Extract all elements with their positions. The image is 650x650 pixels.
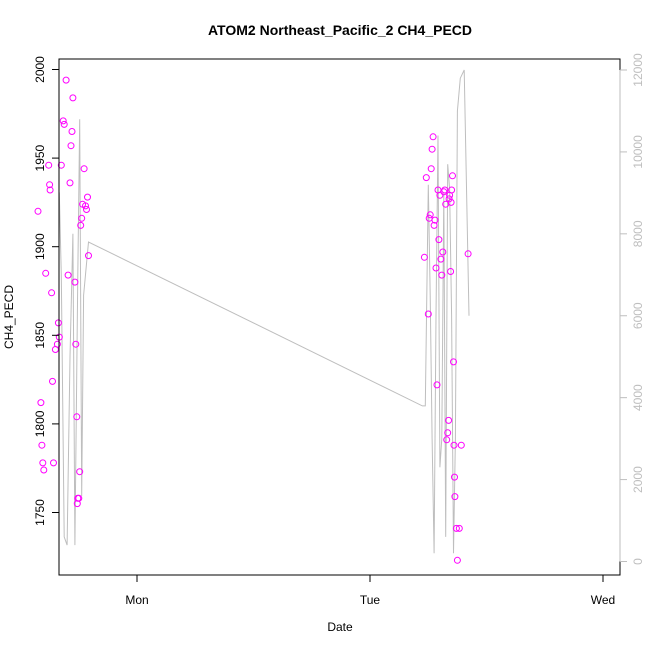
data-point-39 — [85, 252, 92, 260]
y-tick-label-1900: 1900 — [33, 233, 47, 260]
data-point-10 — [49, 377, 56, 385]
data-point-0 — [34, 207, 42, 215]
data-point-56 — [438, 271, 446, 279]
data-point-57 — [439, 248, 447, 256]
data-point-38 — [84, 193, 91, 201]
data-point-73 — [451, 493, 459, 501]
data-point-36 — [82, 202, 89, 210]
data-point-53 — [435, 236, 443, 244]
x-axis-label: Date — [327, 620, 353, 634]
data-point-30 — [75, 494, 83, 502]
data-point-44 — [426, 211, 434, 219]
data-point-6 — [45, 161, 53, 169]
data-point-69 — [449, 172, 456, 180]
data-point-63 — [445, 416, 453, 424]
x-axis: Mon Tue Wed — [125, 574, 615, 607]
data-point-71 — [450, 441, 458, 449]
x-tick-label-mon: Mon — [125, 593, 148, 607]
data-point-35 — [80, 165, 88, 173]
data-point-67 — [447, 198, 455, 206]
data-point-16 — [57, 161, 65, 169]
data-point-1 — [37, 399, 45, 407]
data-point-33 — [78, 214, 86, 222]
data-point-23 — [68, 128, 76, 135]
data-point-45 — [427, 165, 435, 173]
data-point-40 — [420, 253, 428, 261]
data-point-61 — [443, 436, 451, 444]
data-point-74 — [452, 524, 460, 532]
data-point-26 — [72, 340, 80, 348]
data-point-49 — [431, 216, 439, 224]
y-axis: 1750 1800 1850 1900 1950 2000 — [33, 56, 60, 526]
data-point-37 — [83, 206, 90, 213]
scatter-points-layer — [34, 76, 472, 564]
x-tick-label-wed: Wed — [591, 593, 615, 607]
data-point-27 — [73, 413, 81, 421]
data-point-4 — [40, 466, 48, 474]
plot-frame — [58, 58, 621, 576]
data-point-25 — [71, 278, 79, 286]
data-point-41 — [422, 174, 430, 182]
data-point-19 — [62, 76, 70, 84]
data-point-3 — [39, 459, 47, 467]
y2-tick-label-0: 0 — [631, 558, 645, 565]
data-point-32 — [77, 221, 85, 229]
y2-tick-label-10000: 10000 — [631, 135, 645, 169]
data-point-77 — [457, 441, 465, 449]
y-tick-label-2000: 2000 — [33, 56, 47, 83]
data-point-8 — [46, 186, 54, 194]
y-tick-label-1950: 1950 — [33, 144, 47, 171]
data-point-9 — [48, 289, 56, 297]
data-point-22 — [67, 142, 75, 150]
data-point-76 — [455, 524, 463, 532]
data-point-55 — [437, 255, 445, 263]
data-point-54 — [436, 191, 444, 199]
data-point-17 — [59, 117, 67, 125]
data-point-59 — [441, 186, 449, 194]
data-point-42 — [424, 310, 432, 318]
y2-tick-label-2000: 2000 — [631, 466, 645, 493]
data-point-7 — [46, 181, 54, 189]
data-point-64 — [445, 195, 453, 203]
data-point-46 — [428, 145, 436, 153]
y2-tick-label-12000: 12000 — [631, 53, 645, 87]
data-point-48 — [430, 221, 438, 229]
y2-tick-label-8000: 8000 — [631, 220, 645, 247]
data-point-78 — [464, 250, 472, 258]
data-point-2 — [38, 441, 46, 449]
y-axis-label: CH4_PECD — [2, 285, 16, 349]
y2-tick-label-6000: 6000 — [631, 302, 645, 329]
y-tick-label-1800: 1800 — [33, 410, 47, 437]
y-tick-label-1750: 1750 — [33, 499, 47, 526]
data-point-21 — [66, 179, 74, 187]
data-point-66 — [447, 268, 455, 275]
data-point-51 — [433, 381, 441, 389]
data-point-72 — [451, 473, 458, 481]
chart-title: ATOM2 Northeast_Pacific_2 CH4_PECD — [208, 22, 472, 38]
data-point-14 — [54, 319, 62, 327]
data-point-5 — [42, 269, 50, 277]
data-point-18 — [60, 120, 68, 128]
y-tick-label-1850: 1850 — [33, 322, 47, 349]
data-point-20 — [64, 271, 72, 279]
secondary-series-line-layer — [59, 69, 470, 554]
data-point-31 — [76, 468, 84, 476]
x-tick-label-tue: Tue — [360, 593, 381, 607]
data-point-68 — [448, 186, 456, 194]
data-point-70 — [450, 358, 457, 366]
data-point-75 — [453, 556, 461, 564]
data-point-13 — [53, 340, 61, 348]
y2-tick-label-4000: 4000 — [631, 384, 645, 411]
secondary-series-line — [59, 69, 470, 554]
data-point-47 — [429, 133, 437, 141]
data-point-62 — [444, 429, 452, 437]
data-point-24 — [69, 94, 77, 102]
data-point-50 — [432, 264, 440, 272]
y2-axis: 0 2000 4000 6000 8000 10000 12000 — [619, 53, 645, 565]
data-point-11 — [50, 459, 57, 467]
